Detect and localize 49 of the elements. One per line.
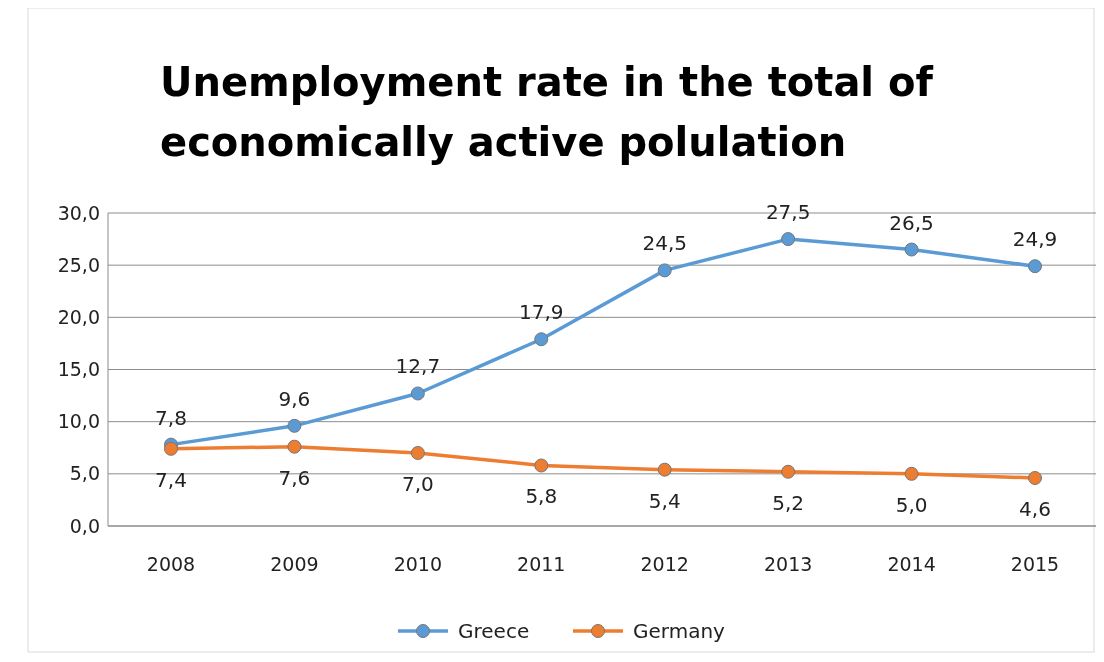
point xyxy=(534,332,549,347)
data-label: 5,2 xyxy=(772,490,805,515)
data-label: 5,0 xyxy=(895,492,928,517)
point xyxy=(781,464,796,479)
data-label: 24,5 xyxy=(642,231,687,256)
x-tick-label: 2012 xyxy=(640,553,689,575)
x-tick-label: 2014 xyxy=(887,553,936,575)
point xyxy=(781,232,796,247)
data-label: 7,8 xyxy=(155,405,187,430)
x-tick-label: 2011 xyxy=(517,553,566,575)
x-tick-label: 2009 xyxy=(270,553,319,575)
point xyxy=(287,439,302,454)
point xyxy=(904,466,919,481)
point xyxy=(287,418,302,433)
point xyxy=(1028,259,1042,274)
data-label: 27,5 xyxy=(765,200,811,225)
data-label: 5,8 xyxy=(525,484,558,509)
y-tick-label: 10,0 xyxy=(57,410,100,433)
point xyxy=(657,462,672,477)
point xyxy=(657,263,672,278)
x-tick-label: 2013 xyxy=(763,553,813,575)
point xyxy=(410,445,425,460)
y-tick-label: 5,0 xyxy=(69,462,100,485)
y-tick-label: 15,0 xyxy=(57,358,100,381)
data-label: 12,7 xyxy=(395,354,441,379)
legend-label: Greece xyxy=(458,619,530,643)
point xyxy=(534,458,549,473)
x-tick-label: 2010 xyxy=(393,553,443,575)
y-tick-label: 0,0 xyxy=(69,514,100,537)
data-label: 7,6 xyxy=(278,465,311,490)
data-label: 9,6 xyxy=(278,386,311,411)
data-label: 5,4 xyxy=(648,488,681,513)
data-label: 17,9 xyxy=(519,300,564,325)
x-tick-label: 2008 xyxy=(146,553,196,575)
point xyxy=(904,242,919,257)
data-label: 7,4 xyxy=(155,467,187,492)
y-tick-label: 25,0 xyxy=(57,253,100,276)
y-tick-label: 30,0 xyxy=(57,201,100,224)
data-label: 4,6 xyxy=(1019,497,1051,522)
point xyxy=(1028,471,1042,486)
data-label: 7,0 xyxy=(401,471,434,496)
y-tick-label: 20,0 xyxy=(57,305,100,328)
data-label: 24,9 xyxy=(1012,227,1058,252)
legend-label: Germany xyxy=(633,619,726,643)
chart-title: Unemployment rate in the total of economically active polulation xyxy=(160,59,934,165)
point xyxy=(164,441,178,456)
point xyxy=(410,386,425,401)
x-tick-label: 2015 xyxy=(1010,553,1060,575)
data-label: 26,5 xyxy=(889,210,934,235)
